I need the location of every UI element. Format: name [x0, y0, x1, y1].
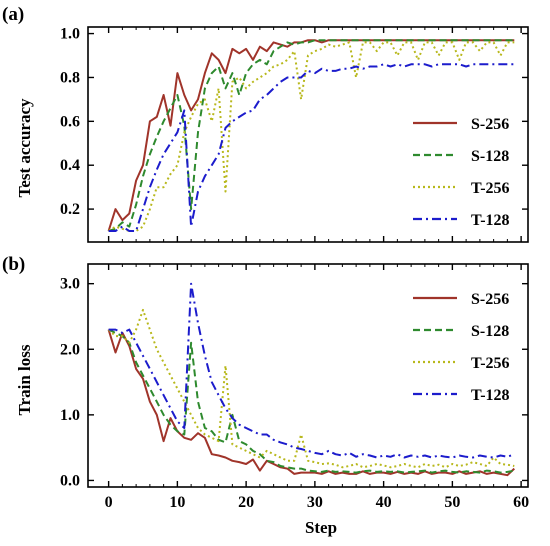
panel-b-legend: S-256 S-128 T-256 T-128 [413, 291, 510, 404]
panel-b-xtick-label: 30 [307, 494, 323, 511]
panel-a-ytick-label: 0.6 [60, 113, 80, 130]
panel-b-ytick-label: 2.0 [60, 341, 80, 358]
panel-b: (b) Train loss Step 0 10 20 30 40 50 60 0.0 1.0 2… [2, 254, 529, 537]
panel-a-legend-label-t-256: T-256 [471, 180, 510, 197]
panel-b-frame [87, 263, 529, 488]
panel-b-series-s-128 [108, 328, 515, 474]
panel-b-legend-label-t-128: T-128 [471, 387, 510, 404]
panel-a-legend-label-s-128: S-128 [471, 148, 509, 165]
panel-b-xtick-label: 50 [444, 494, 460, 511]
panel-a-frame [87, 26, 529, 243]
panel-a-label: (a) [2, 4, 24, 25]
panel-b-xtick-label: 20 [238, 494, 254, 511]
panel-b-legend-label-s-128: S-128 [471, 323, 509, 340]
panel-a-legend-label-t-128: T-128 [471, 212, 510, 229]
panel-b-ytick-label: 1.0 [60, 407, 80, 424]
panel-b-legend-label-t-256: T-256 [471, 355, 510, 372]
panel-b-series-t-128 [108, 282, 515, 459]
panel-a: (a) Test accuracy 0.20.40.60.81.0 S-256S… [2, 4, 529, 243]
panel-a-series-t-256 [108, 41, 515, 232]
panel-b-ytick-label: 3.0 [60, 276, 80, 293]
panel-a-ytick-label: 0.8 [60, 69, 80, 86]
panel-a-series-t-128 [108, 63, 515, 232]
panel-a-ylabel: Test accuracy [15, 98, 34, 197]
panel-a-series-s-256 [107, 39, 515, 232]
panel-b-series-s-256 [107, 329, 515, 477]
panel-b-xtick-label: 0 [105, 494, 113, 511]
panel-b-xlabel: Step [305, 518, 337, 537]
panel-b-xtick-label: 10 [169, 494, 185, 511]
panel-a-ytick-label: 1.0 [60, 26, 80, 43]
panel-b-xtick-label: 40 [376, 494, 392, 511]
panel-b-ylabel: Train loss [15, 344, 34, 415]
panel-b-legend-label-s-256: S-256 [471, 291, 509, 308]
panel-b-series-t-256 [107, 308, 515, 469]
panel-a-ytick-label: 0.2 [60, 201, 80, 218]
panel-b-ytick-label: 0.0 [60, 472, 80, 489]
panel-a-series-s-128 [108, 39, 515, 232]
panel-b-plot-area: 0 10 20 30 40 50 60 0.0 1.0 2.0 3.0 [60, 263, 529, 511]
panel-b-label: (b) [2, 254, 25, 275]
panel-a-legend-label-s-256: S-256 [471, 116, 509, 133]
panel-a-plot-area: 0.2 0.4 0.6 0.8 1.0 [60, 26, 529, 243]
panel-a-ytick-label: 0.4 [60, 157, 80, 174]
panel-b-xtick-label: 60 [513, 494, 529, 511]
panel-a-legend: S-256 S-128 T-256 T-128 [413, 116, 510, 229]
